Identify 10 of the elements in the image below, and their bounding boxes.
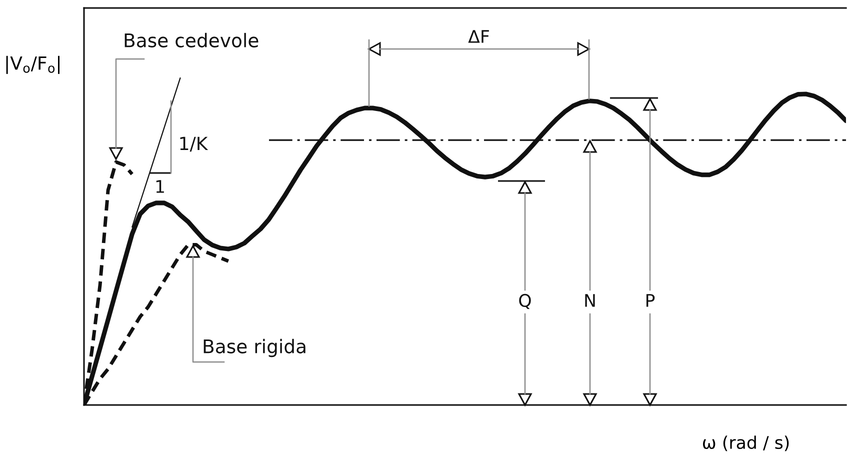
- annotation: 1: [156, 180, 164, 193]
- y-axis-title: |V$_{o}$/F$_{o}$|: [6, 56, 60, 74]
- annotation: Q: [519, 294, 531, 310]
- x-axis-title: ω (rad / s): [702, 436, 789, 452]
- text: Base cedevole: [124, 32, 258, 48]
- annotation: Base rigida: [204, 338, 306, 358]
- annotation: 1/K: [180, 136, 208, 152]
- annotation: P: [646, 294, 655, 307]
- text: ΔF: [468, 30, 489, 43]
- annotation: N: [585, 294, 595, 307]
